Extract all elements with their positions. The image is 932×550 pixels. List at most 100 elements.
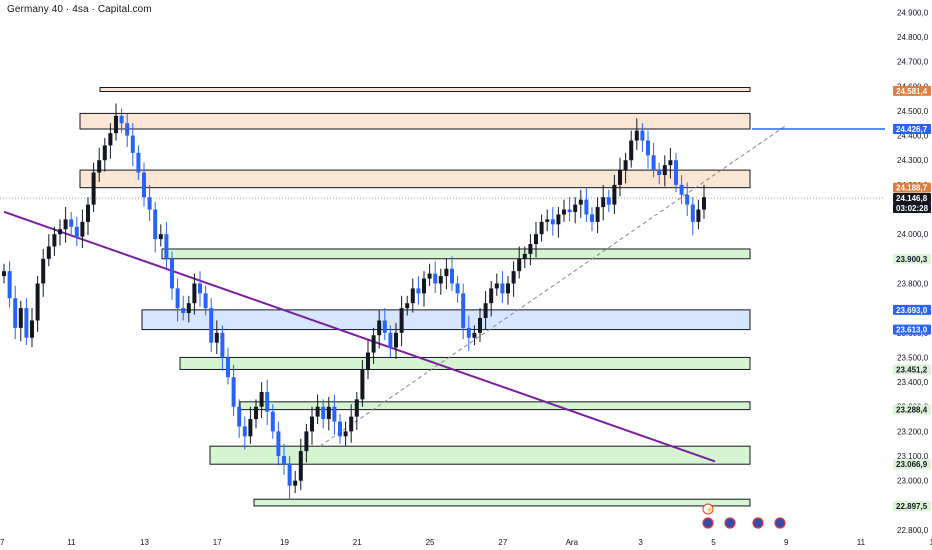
candle-body xyxy=(679,184,684,195)
candle-body xyxy=(651,155,656,171)
zone-peach xyxy=(79,112,751,130)
candle-body xyxy=(214,332,219,343)
y-tick-label: 23.500,0 xyxy=(897,353,929,362)
candle-body xyxy=(702,197,706,210)
x-tick-label: 9 xyxy=(784,538,789,547)
trendline xyxy=(3,210,716,463)
candle-body xyxy=(427,273,432,279)
dashed-trendline xyxy=(319,125,786,447)
y-tick-label: 24.400,0 xyxy=(897,132,929,141)
event-icon[interactable] xyxy=(724,517,736,529)
candle-body xyxy=(410,288,415,304)
candle-body xyxy=(483,303,488,318)
candle-body xyxy=(35,283,40,321)
x-tick-label: 5 xyxy=(711,538,716,547)
candle-body xyxy=(685,194,690,205)
candle-body xyxy=(405,303,410,309)
price-label-bg xyxy=(893,202,931,213)
candle-body xyxy=(612,184,617,205)
candle-body xyxy=(231,377,236,407)
candle-body xyxy=(634,130,639,141)
price-label: 03:02:28 xyxy=(896,204,929,213)
candle-body xyxy=(618,170,622,185)
candle-body xyxy=(114,115,118,134)
price-label-bg xyxy=(893,404,931,415)
candle-body xyxy=(696,209,701,222)
candle-body xyxy=(478,318,482,333)
candle-body xyxy=(388,332,393,348)
event-icon[interactable] xyxy=(702,517,714,529)
event-icon[interactable] xyxy=(774,517,786,529)
x-tick-label: 7 xyxy=(0,538,5,547)
candle-body xyxy=(153,209,158,240)
candle-body xyxy=(506,283,510,294)
y-tick-label: 24.700,0 xyxy=(897,58,929,67)
candle-body xyxy=(41,258,46,284)
y-tick-label: 24.300,0 xyxy=(897,156,929,165)
zone-green xyxy=(161,248,751,260)
candle-body xyxy=(46,246,51,259)
candle-body xyxy=(595,207,600,222)
y-tick-label: 22.800,0 xyxy=(897,526,929,535)
event-icon[interactable] xyxy=(752,517,764,529)
price-label: 23.613,0 xyxy=(896,326,928,335)
x-tick-label: 11 xyxy=(857,538,866,547)
y-tick-label: 24.500,0 xyxy=(897,107,929,116)
zones-layer xyxy=(79,87,751,507)
lightning-glyph: ⚡ xyxy=(705,505,714,514)
candle-body xyxy=(606,197,611,205)
candle-body xyxy=(500,283,505,294)
candle-body xyxy=(259,391,264,407)
candle-body xyxy=(147,197,152,210)
candles-layer xyxy=(2,103,706,499)
candle-body xyxy=(394,332,398,348)
candle-body xyxy=(209,308,214,343)
candle-body xyxy=(461,293,466,328)
candle-body xyxy=(472,332,477,338)
candle-body xyxy=(310,416,314,432)
candle-body xyxy=(97,160,102,173)
y-tick-label: 24.900,0 xyxy=(897,8,929,17)
candle-body xyxy=(282,456,286,464)
candle-body xyxy=(584,199,589,215)
candle-body xyxy=(522,253,527,259)
price-label-bg xyxy=(893,182,931,193)
candle-body xyxy=(528,244,533,254)
x-tick-label: 19 xyxy=(280,538,289,547)
price-label: 24.146,8 xyxy=(896,194,928,203)
candle-body xyxy=(416,288,421,294)
zone-green xyxy=(179,356,751,370)
candle-body xyxy=(623,160,628,171)
candle-body xyxy=(455,283,460,294)
price-label-bg xyxy=(893,123,931,134)
candle-body xyxy=(254,406,258,420)
candle-body xyxy=(511,271,516,284)
event-icons[interactable]: ⚡ xyxy=(702,503,786,529)
candle-body xyxy=(18,308,23,328)
price-label: 22.897,5 xyxy=(896,502,928,511)
price-label-bg xyxy=(893,85,931,96)
candle-body xyxy=(489,288,494,304)
candle-body xyxy=(332,406,337,422)
candle-body xyxy=(371,335,376,353)
chart-title: Germany 40 · 4sa · Capital.com xyxy=(7,4,152,15)
candle-body xyxy=(270,411,275,432)
lines-layer xyxy=(0,125,885,463)
price-label-bg xyxy=(893,253,931,264)
x-tick-label: Ara xyxy=(566,538,579,547)
y-tick-label: 23.200,0 xyxy=(897,427,929,436)
time-axis[interactable]: 711131719212527Ara359111517192325 xyxy=(0,538,932,547)
candle-body xyxy=(466,327,471,338)
candle-body xyxy=(315,406,320,417)
candle-body xyxy=(590,214,594,222)
lightning-icon[interactable] xyxy=(702,503,714,515)
candle-body xyxy=(80,221,85,237)
candle-body xyxy=(58,229,62,235)
zone-green xyxy=(253,498,751,507)
candle-body xyxy=(287,463,292,486)
candle-body xyxy=(326,406,331,420)
candle-body xyxy=(562,209,566,215)
candle-body xyxy=(444,268,449,277)
candle-body xyxy=(338,421,342,437)
